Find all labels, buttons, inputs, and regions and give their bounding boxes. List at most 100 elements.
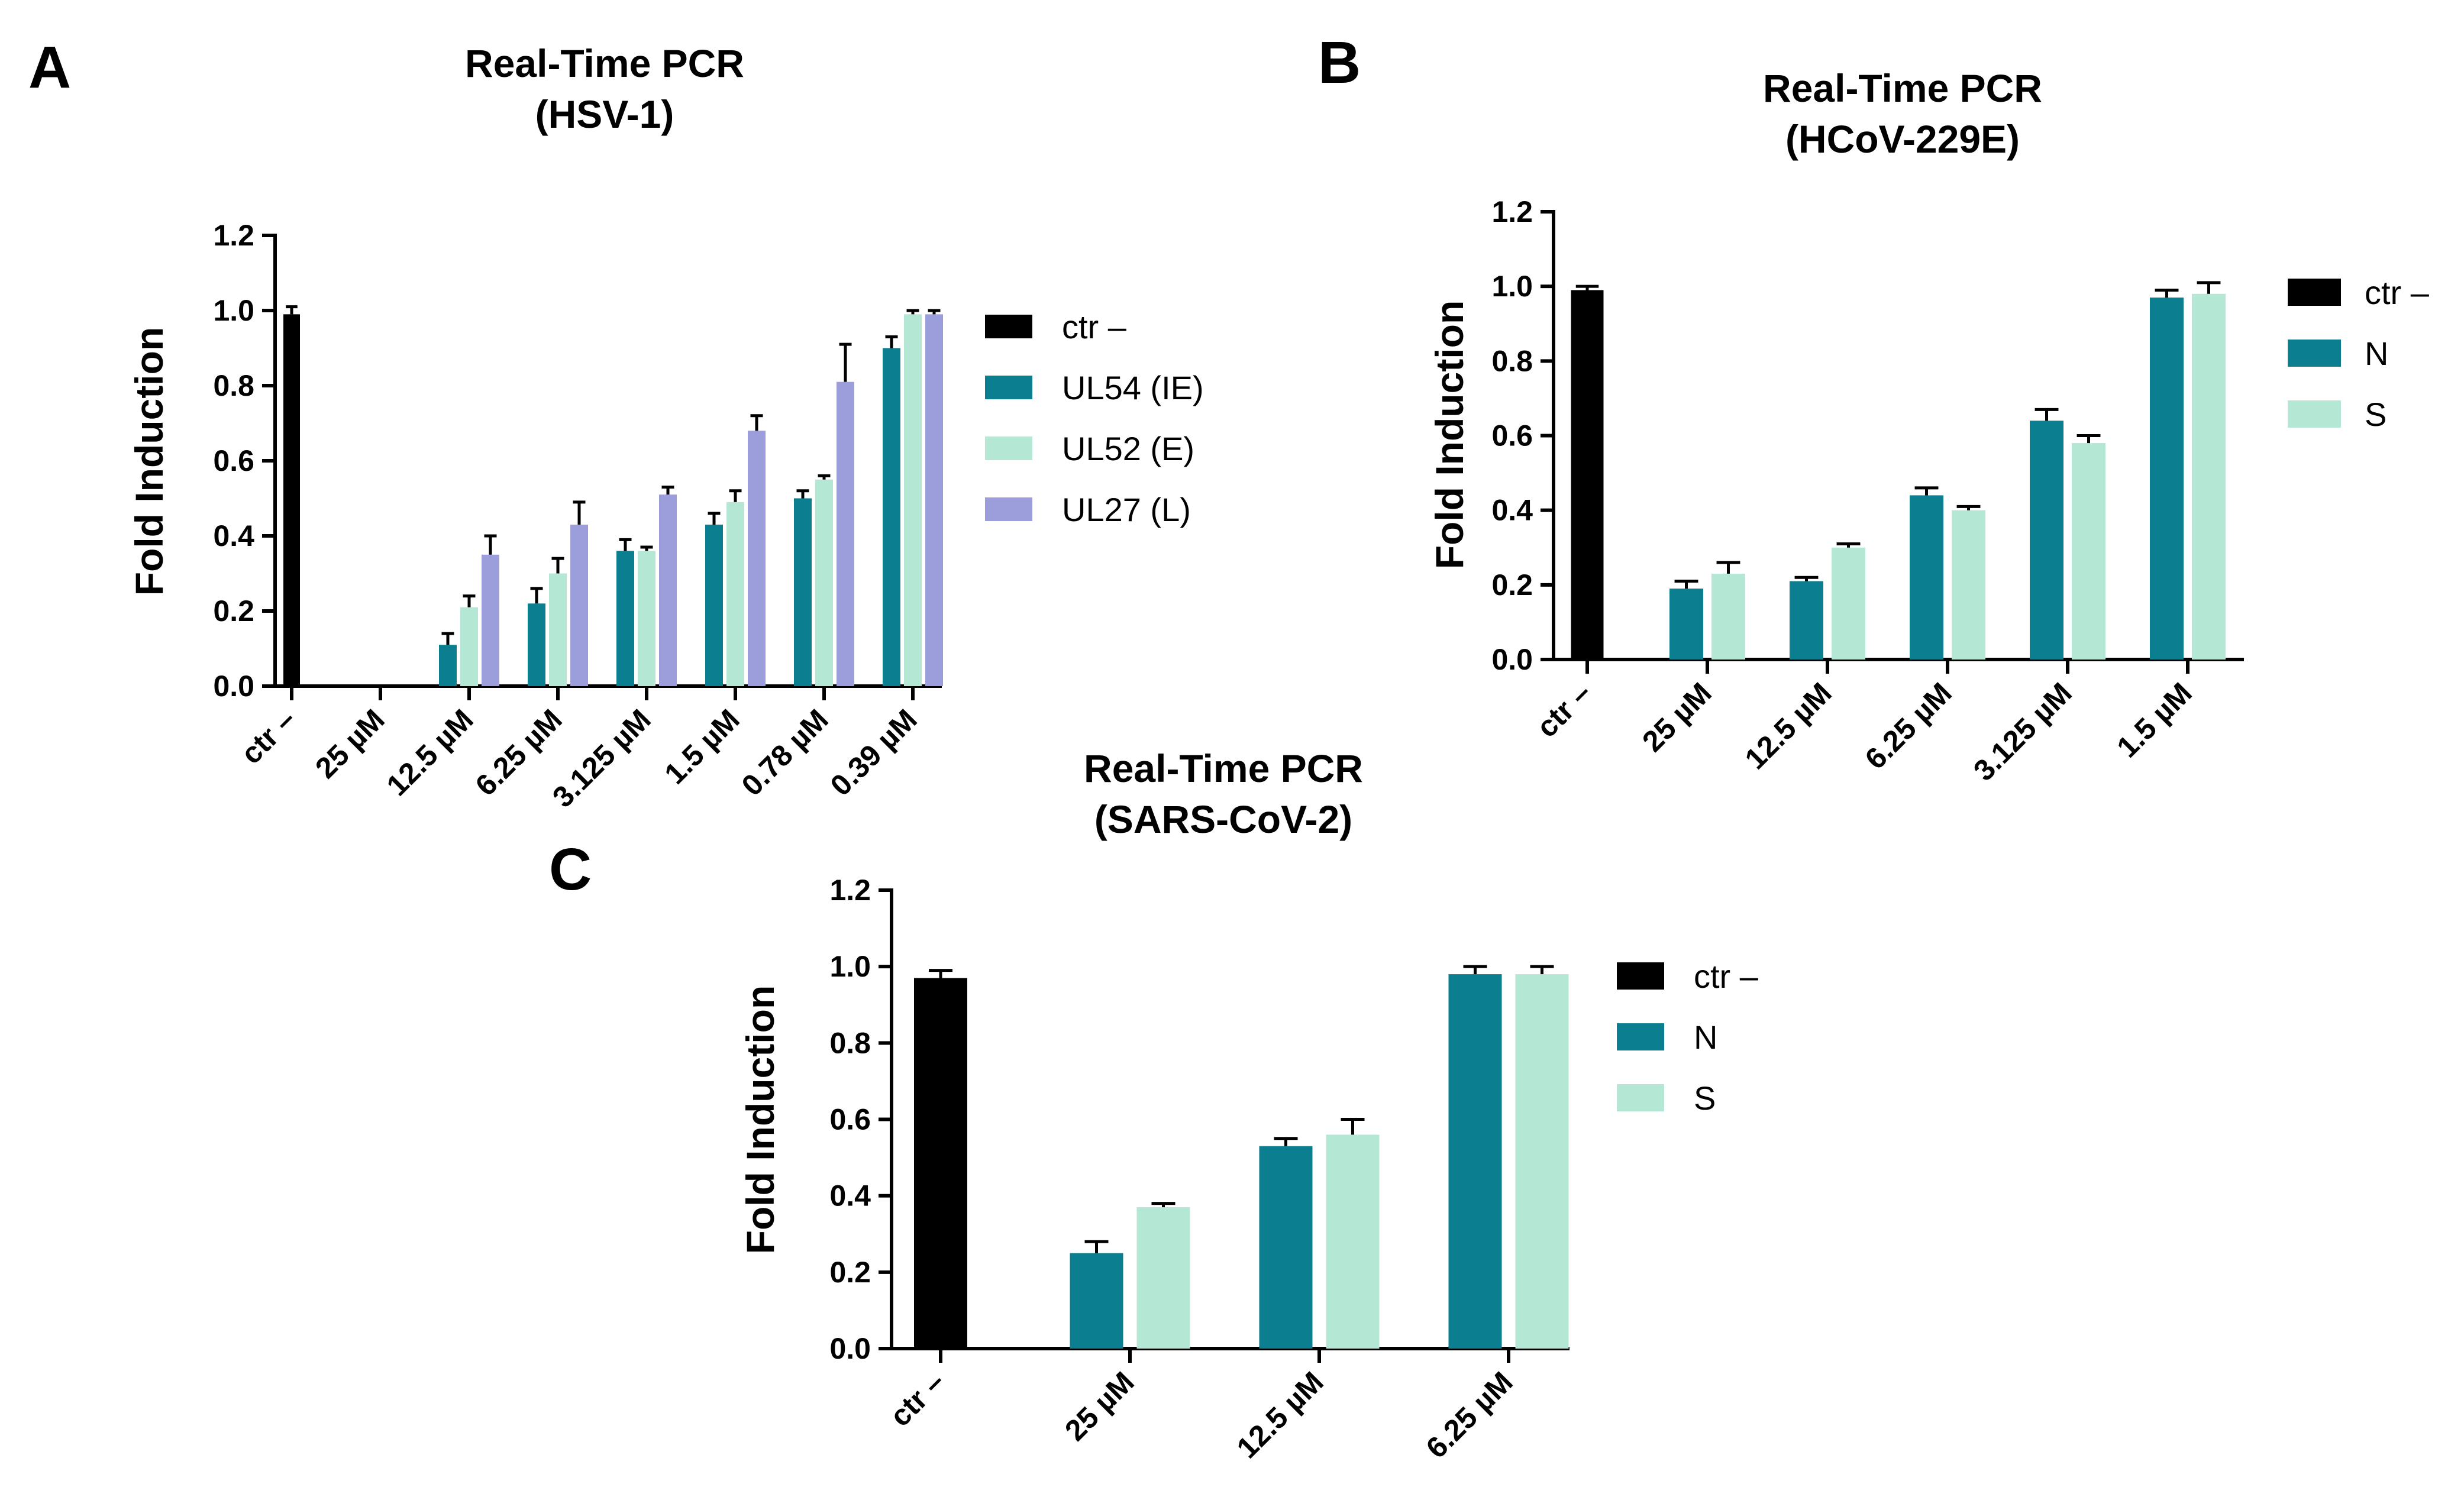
chart-c-y-tick-label: 1.0 xyxy=(829,950,871,983)
chart-c-bar xyxy=(1136,1207,1190,1349)
panel-a-letter: A xyxy=(28,34,71,101)
chart-b-bar xyxy=(1832,547,1865,660)
chart-b-legend-swatch xyxy=(2288,279,2341,306)
chart-a-bar xyxy=(837,382,854,686)
chart-b-title-line2: (HCoV-229E) xyxy=(1785,117,2020,161)
chart-a-bar xyxy=(904,314,922,686)
chart-a-bar-control xyxy=(283,314,300,686)
chart-c-y-tick-label: 0.6 xyxy=(829,1103,871,1136)
chart-a-x-tick-label: 25 µM xyxy=(309,703,391,785)
chart-a-legend-label: UL54 (IE) xyxy=(1062,369,1204,406)
chart-a-bar xyxy=(439,645,457,686)
chart-c-y-tick-label: 0.4 xyxy=(829,1179,871,1213)
chart-b-y-tick-label: 0.6 xyxy=(1491,419,1533,452)
chart-a-bar xyxy=(638,551,655,686)
chart-a-title-line2: (HSV-1) xyxy=(535,92,674,136)
chart-c-legend-label: S xyxy=(1694,1079,1716,1117)
chart-c-y-tick-label: 0.2 xyxy=(829,1256,871,1289)
chart-c-y-tick-label: 1.2 xyxy=(829,874,871,907)
chart-c-x-tick-label: 12.5 µM xyxy=(1231,1365,1330,1465)
chart-b-x-tick-label: 6.25 µM xyxy=(1859,676,1958,775)
chart-b-bar xyxy=(1711,573,1745,660)
chart-c-plot: Fold Induction 0.0 0.2 0.4 0.6 0.8 1.0 1.2 ctr –… xyxy=(738,874,1759,1465)
chart-a-bar xyxy=(748,431,766,686)
chart-c-legend-label: N xyxy=(1694,1019,1717,1056)
chart-b-bar xyxy=(1669,589,1703,660)
chart-a-bar xyxy=(482,554,499,686)
chart-a-bar xyxy=(883,348,900,686)
chart-b-x-tick-label: 1.5 µM xyxy=(2110,676,2198,764)
chart-a-bar xyxy=(616,551,634,686)
chart-b-bar-control xyxy=(1571,290,1604,660)
chart-a-bar xyxy=(549,573,567,686)
chart-a-legend-label: UL52 (E) xyxy=(1062,430,1194,467)
chart-c-bar xyxy=(1259,1146,1313,1349)
panel-A: A Real-Time PCR (HSV-1) Fold Induction 0.… xyxy=(28,34,1204,814)
chart-b-legend-label: ctr – xyxy=(2365,274,2430,311)
chart-a-x-tick-label: 0.39 µM xyxy=(824,703,923,802)
chart-c-bar xyxy=(1448,974,1502,1349)
chart-a-legend-label: UL27 (L) xyxy=(1062,491,1191,528)
chart-a-legend-label: ctr – xyxy=(1062,308,1127,345)
chart-a-legend-swatch xyxy=(985,376,1032,399)
chart-a-bar xyxy=(659,494,677,686)
chart-a-bar xyxy=(705,524,723,686)
chart-c-legend-label: ctr – xyxy=(1694,958,1759,995)
chart-a-legend-swatch xyxy=(985,437,1032,460)
chart-b-legend-label: N xyxy=(2365,335,2388,372)
chart-a-y-tick-label: 0.8 xyxy=(213,369,254,402)
chart-a-title-line1: Real-Time PCR xyxy=(465,41,744,85)
chart-a-legend-swatch xyxy=(985,315,1032,338)
chart-b-y-tick-label: 0.0 xyxy=(1491,643,1533,676)
chart-c-bar-control xyxy=(914,978,967,1349)
chart-b-bar xyxy=(1952,510,1985,660)
chart-c-y-tick-label: 0.8 xyxy=(829,1026,871,1059)
chart-b-x-tick-label: 25 µM xyxy=(1636,676,1718,758)
panel-b-letter: B xyxy=(1318,30,1361,96)
chart-a-bar xyxy=(460,607,478,686)
chart-c-x-tick-label: 6.25 µM xyxy=(1420,1365,1519,1465)
chart-a-y-tick-label: 1.2 xyxy=(213,219,254,252)
chart-a-x-tick-label: ctr – xyxy=(234,703,302,770)
chart-a-plot: Fold Induction 0.0 0.2 0.4 0.6 0.8 1.0 1.2 ctr –… xyxy=(127,219,1204,814)
chart-b-x-tick-label: 3.125 µM xyxy=(1967,676,2078,787)
panel-c-letter: C xyxy=(549,836,592,903)
panel-B: B Real-Time PCR (HCoV-229E) Fold Inducti… xyxy=(1318,30,2430,787)
chart-a-bar xyxy=(528,603,545,686)
chart-c-x-tick-label: ctr – xyxy=(883,1365,951,1433)
chart-b-bar xyxy=(2150,298,2184,660)
chart-b-bar xyxy=(2030,421,2063,660)
chart-a-y-tick-label: 0.2 xyxy=(213,594,254,628)
chart-a-y-axis-label: Fold Induction xyxy=(127,327,171,596)
chart-b-legend-swatch xyxy=(2288,400,2341,428)
chart-c-title-line1: Real-Time PCR xyxy=(1084,746,1363,790)
chart-a-y-tick-label: 0.0 xyxy=(213,670,254,703)
chart-a-x-tick-label: 3.125 µM xyxy=(546,703,657,814)
chart-b-y-tick-label: 1.0 xyxy=(1491,270,1533,303)
chart-b-y-tick-label: 0.8 xyxy=(1491,344,1533,377)
chart-a-y-tick-label: 0.4 xyxy=(213,519,254,552)
chart-b-y-axis-label: Fold Induction xyxy=(1428,300,1471,570)
chart-b-bar xyxy=(1910,495,1943,660)
chart-b-bar xyxy=(2072,443,2105,660)
chart-b-y-tick-label: 1.2 xyxy=(1491,195,1533,228)
chart-c-bar xyxy=(1326,1134,1380,1349)
panel-C: C Real-Time PCR (SARS-CoV-2) Fold Induct… xyxy=(549,746,1759,1465)
chart-c-legend-swatch xyxy=(1617,1084,1664,1111)
chart-b-legend-swatch xyxy=(2288,340,2341,367)
chart-c-title-line2: (SARS-CoV-2) xyxy=(1094,797,1352,841)
chart-a-y-tick-label: 0.6 xyxy=(213,444,254,477)
chart-b-bar xyxy=(1790,581,1823,660)
chart-a-x-tick-label: 0.78 µM xyxy=(735,703,835,802)
chart-c-bar xyxy=(1070,1253,1123,1349)
chart-a-legend-swatch xyxy=(985,497,1032,521)
chart-a-bar xyxy=(726,502,744,686)
chart-a-x-tick-label: 12.5 µM xyxy=(380,703,480,802)
chart-c-x-tick-label: 25 µM xyxy=(1058,1365,1141,1447)
chart-b-plot: Fold Induction 0.0 0.2 0.4 0.6 0.8 1.0 1.2 ctr –… xyxy=(1428,195,2430,787)
chart-c-y-axis-label: Fold Induction xyxy=(738,985,782,1255)
chart-c-bar xyxy=(1515,974,1569,1349)
chart-b-bar xyxy=(2192,293,2226,660)
chart-a-bar xyxy=(794,498,812,686)
